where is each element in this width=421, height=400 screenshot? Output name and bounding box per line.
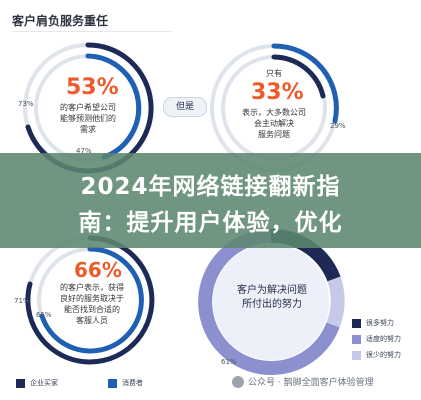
- effort-swatch-1: [352, 318, 361, 328]
- top-right-big-stat: 33%: [251, 80, 304, 105]
- top-right-caption: 表示，大多数公司 会主动解决 服务问题: [242, 108, 306, 139]
- bottom-left-outer-pct: 71%: [14, 297, 30, 305]
- top-left-inner-pct: 47%: [76, 147, 92, 155]
- effort-bottom-pct: 61%: [221, 358, 237, 366]
- title-divider: [12, 31, 172, 32]
- top-right-outer-pct: 29%: [330, 122, 346, 130]
- legend-swatch-buyers: [16, 378, 25, 388]
- wechat-icon: [232, 375, 244, 388]
- effort-donut-caption: 客户为解决问题 所付出的努力: [237, 285, 307, 310]
- effort-legend-item-2: 适度的努力: [352, 334, 401, 344]
- headline-banner: 2024年网络链接翻新指 南：提升用户体验，优化: [0, 153, 421, 248]
- legend-consumers: 消费者: [108, 378, 143, 388]
- effort-swatch-3: [352, 350, 361, 360]
- top-left-outer-pct: 73%: [18, 100, 34, 108]
- connector-pill: 但是: [163, 97, 207, 117]
- effort-swatch-2: [352, 334, 361, 344]
- watermark: 公众号 · 鹊脚全面客户体验管理: [232, 375, 374, 388]
- effort-legend-item-3: 很少的努力: [352, 350, 401, 360]
- banner-line-2: 南：提升用户体验，优化: [78, 210, 343, 236]
- legend-business-buyers: 企业买家: [16, 378, 58, 388]
- legend-swatch-consumers: [108, 378, 117, 388]
- bottom-left-big-stat: 66%: [74, 258, 122, 282]
- top-left-big-stat: 53%: [66, 75, 119, 100]
- banner-line-1: 2024年网络链接翻新指: [80, 174, 341, 200]
- top-right-prefix: 只有: [266, 69, 282, 78]
- bottom-left-caption: 的客户表示，获得 良好的服务取决于 能否找到合适的 客服人员: [60, 283, 124, 325]
- effort-legend-item-1: 很多努力: [352, 318, 394, 328]
- top-left-caption: 的客户希望公司 能够预测他们的 需求: [60, 103, 116, 134]
- page-title: 客户肩负服务重任: [12, 14, 109, 28]
- bottom-left-inner-pct: 65%: [36, 311, 52, 319]
